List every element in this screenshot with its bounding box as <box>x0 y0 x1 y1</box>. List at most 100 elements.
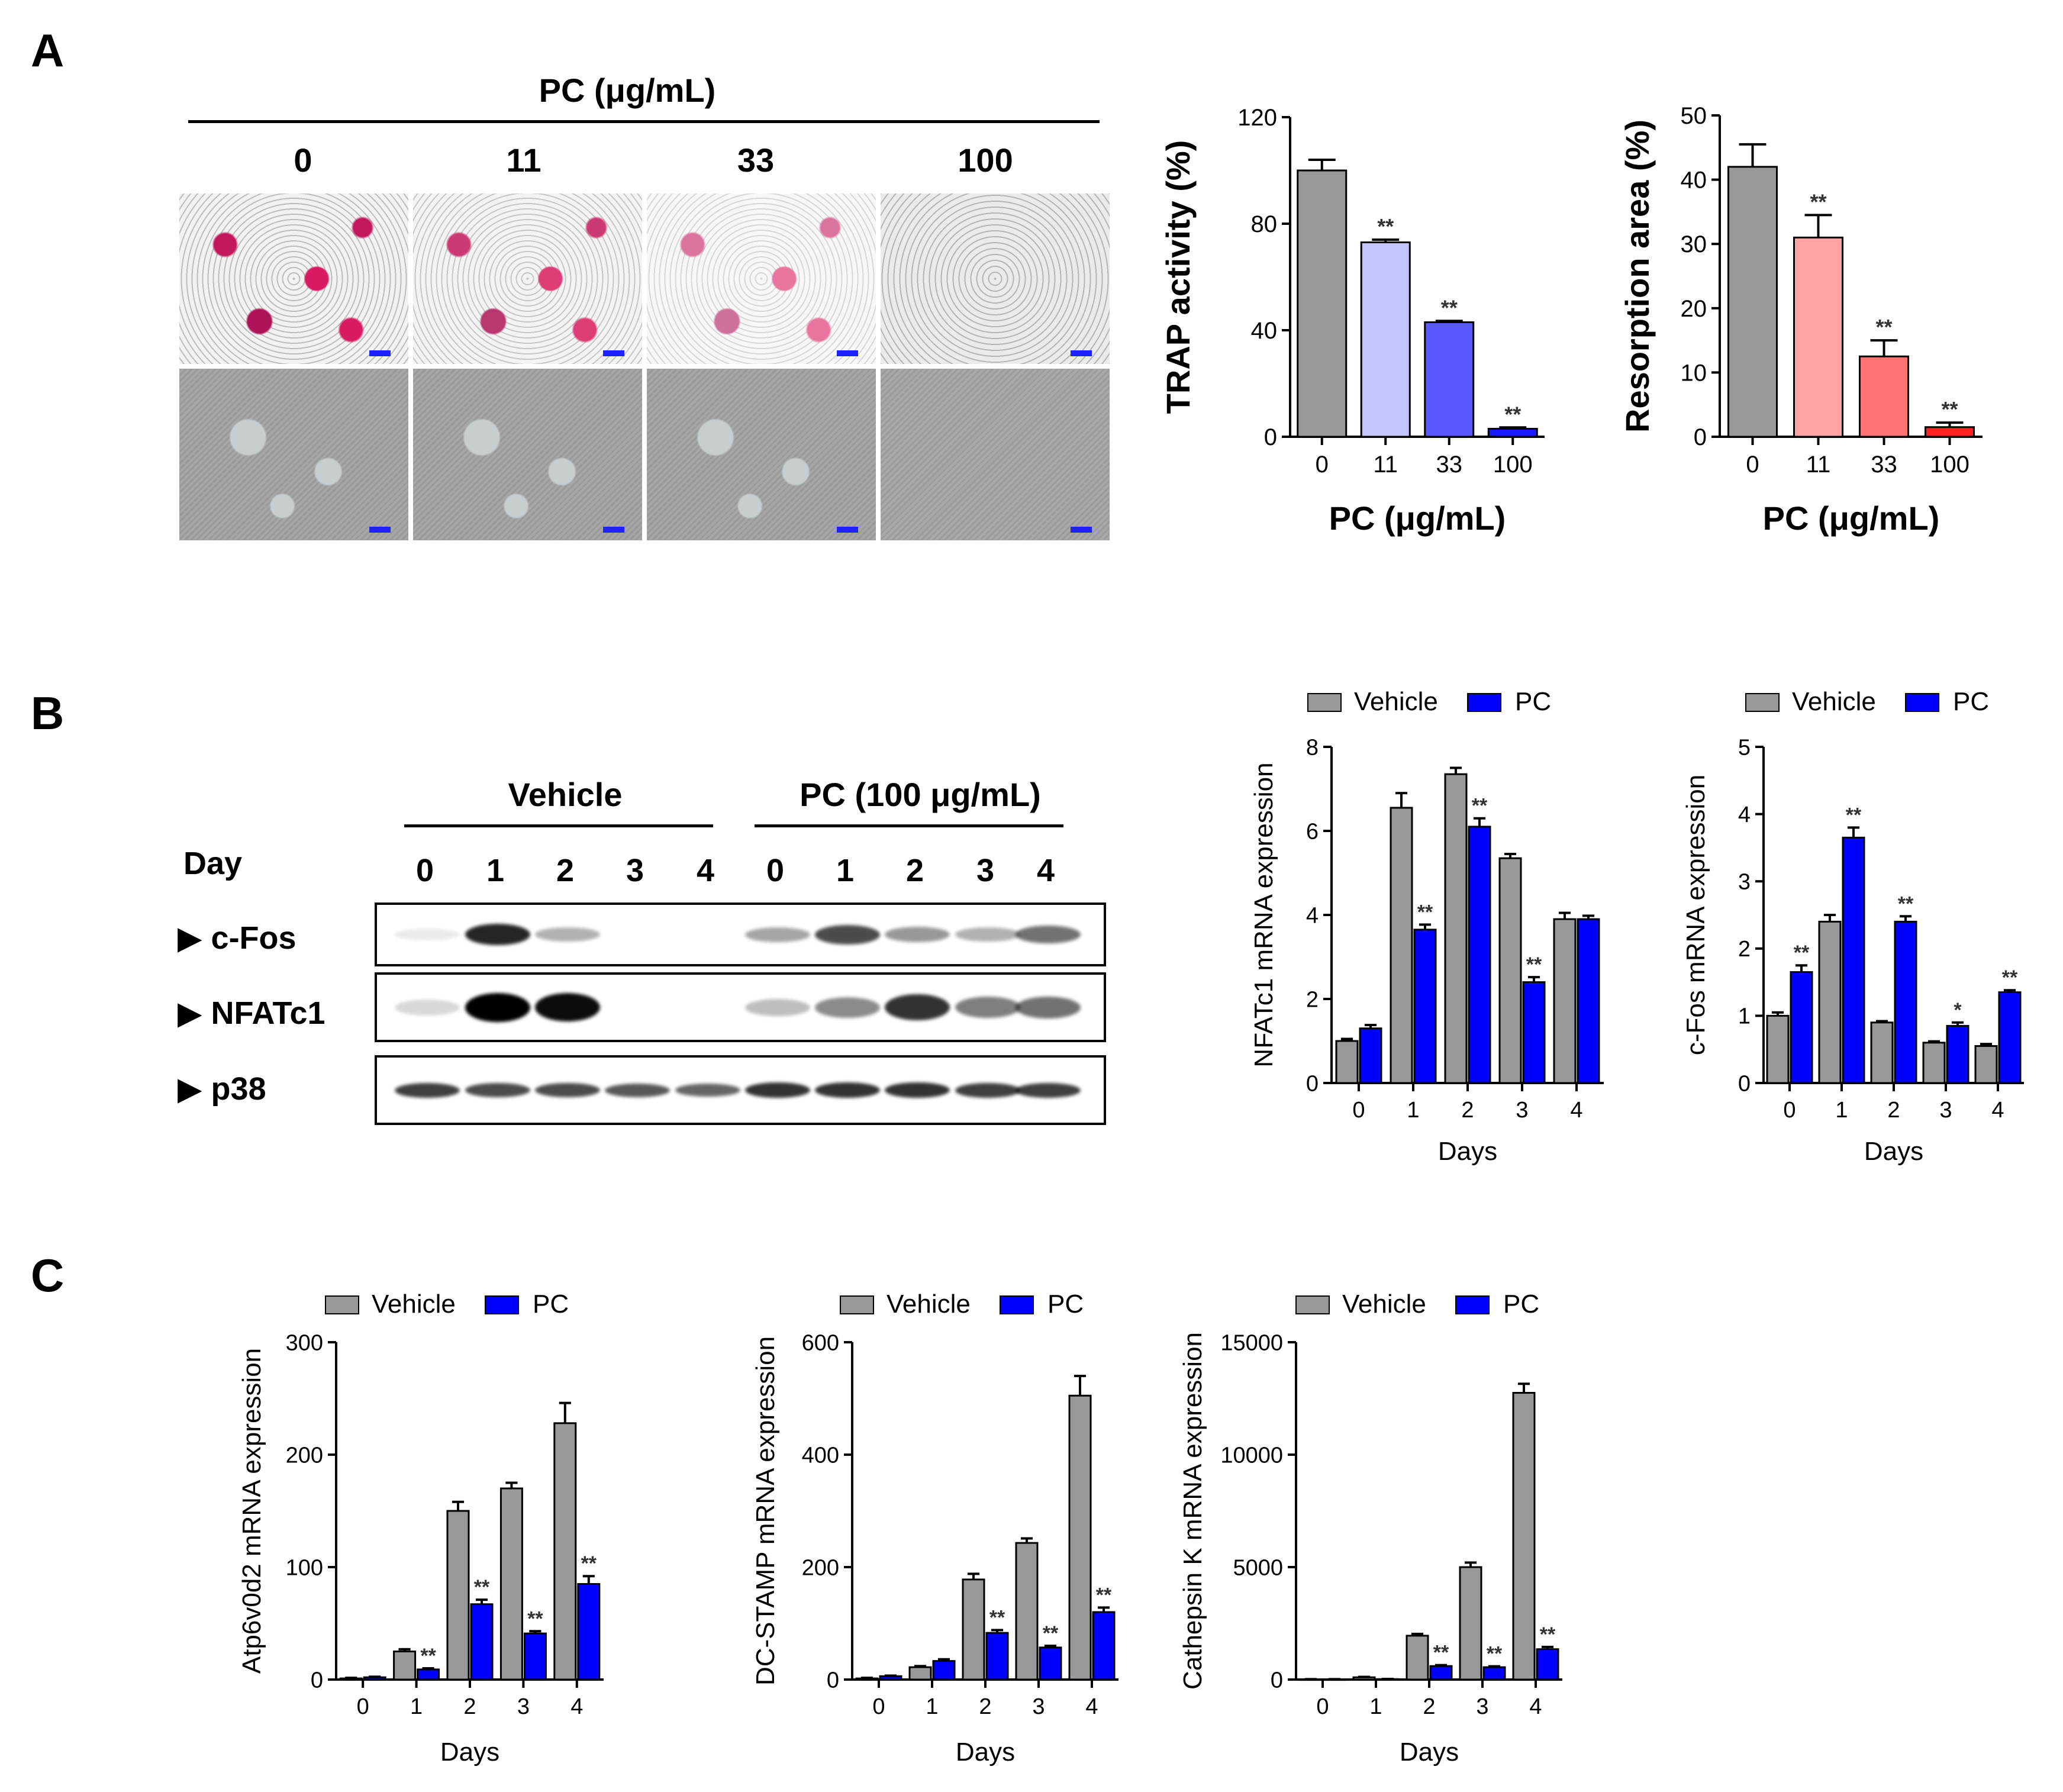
scale-bar <box>837 350 858 356</box>
y-tick-label: 120 <box>1237 105 1277 131</box>
significance-marker: ** <box>989 1606 1005 1629</box>
trap-stain-image-33 <box>647 194 876 364</box>
blot-nfatc1 <box>375 972 1106 1042</box>
bar <box>417 1668 440 1681</box>
significance-marker: ** <box>1487 1643 1503 1665</box>
x-tick-label: 3 <box>517 1694 530 1719</box>
blot-day-label: 1 <box>486 853 505 888</box>
x-axis-label: PC (μg/mL) <box>1329 499 1506 537</box>
bar <box>1974 1045 1998 1084</box>
bar <box>1482 1666 1506 1681</box>
bar <box>470 1603 494 1681</box>
arrow-marker-icon: ▶ <box>178 920 202 956</box>
dose-label-33: 33 <box>737 141 775 179</box>
bar <box>908 1666 932 1681</box>
dose-label-100: 100 <box>958 141 1013 179</box>
bar <box>932 1660 956 1681</box>
x-tick-label: 1 <box>1835 1098 1848 1123</box>
arrow-marker-icon: ▶ <box>178 1071 202 1107</box>
pc-dose-header: PC (μg/mL) <box>539 72 716 109</box>
x-tick-label: 0 <box>357 1694 369 1719</box>
x-tick-label: 0 <box>1352 1098 1365 1123</box>
bar <box>1922 1042 1946 1084</box>
blot-band <box>395 929 460 940</box>
blot-p38 <box>375 1055 1106 1125</box>
blot-day-label: 3 <box>626 853 644 888</box>
protein-name: NFATc1 <box>211 995 325 1031</box>
blot-day-label: 3 <box>976 853 995 888</box>
bar <box>1413 929 1437 1084</box>
protein-label-nfatc1: ▶ NFATc1 <box>178 994 325 1032</box>
x-tick-label: 2 <box>1887 1098 1900 1123</box>
y-tick-label: 80 <box>1251 211 1278 237</box>
blot-band <box>815 1082 880 1098</box>
y-tick-label: 3 <box>1738 870 1751 895</box>
significance-marker: ** <box>1875 315 1892 339</box>
y-tick-label: 40 <box>1681 167 1707 194</box>
legend-swatch-pc <box>1467 693 1501 712</box>
y-tick-label: 100 <box>286 1555 323 1580</box>
y-tick-label: 6 <box>1306 819 1319 844</box>
cathepsin-k-mrna-chart: 0 5000 10000 15000 0 1 2 3 4 Days Cathepsin K mRNA… <box>1178 1290 1562 1767</box>
scale-bar <box>837 527 858 533</box>
x-tick-label: 0 <box>872 1694 885 1719</box>
y-tick-label: 2 <box>1738 937 1751 962</box>
x-tick-label: 4 <box>1991 1098 2004 1123</box>
panel-label-b: B <box>31 687 65 739</box>
blot-band <box>745 927 810 942</box>
significance-marker: ** <box>1540 1623 1556 1646</box>
y-tick-label: 0 <box>1694 424 1707 450</box>
legend-swatch-pc <box>485 1295 519 1314</box>
y-tick-label: 0 <box>1306 1071 1319 1096</box>
significance-marker: ** <box>1417 901 1433 923</box>
blot-band <box>885 1082 950 1098</box>
scale-bar <box>603 350 624 356</box>
significance-marker: ** <box>474 1576 490 1598</box>
legend-label-vehicle: Vehicle <box>1792 687 1876 716</box>
bar <box>1390 807 1413 1084</box>
y-axis-label: Resorption area (%) <box>1619 120 1656 433</box>
significance-marker: ** <box>1526 953 1542 976</box>
pc-group-line <box>755 824 1063 827</box>
blot-band <box>955 1083 1020 1098</box>
y-tick-label: 4 <box>1306 903 1319 928</box>
y-tick-label: 4 <box>1738 802 1751 827</box>
bar <box>1536 1648 1559 1681</box>
x-tick-label: 0 <box>1783 1098 1796 1123</box>
blot-band <box>815 925 880 945</box>
x-tick-label: 33 <box>1436 452 1463 478</box>
bar <box>1487 428 1538 438</box>
legend-label-pc: PC <box>1953 687 1989 716</box>
bar <box>1068 1394 1092 1681</box>
bar <box>523 1632 547 1681</box>
scale-bar <box>603 527 624 533</box>
significance-marker: ** <box>1898 892 1914 915</box>
blot-band <box>745 1082 810 1098</box>
y-tick-label: 20 <box>1681 296 1707 322</box>
legend-swatch-pc <box>1905 693 1939 712</box>
protein-name: c-Fos <box>211 920 296 956</box>
bar <box>1376 1678 1400 1681</box>
arrow-marker-icon: ▶ <box>178 995 202 1031</box>
legend-label-pc: PC <box>533 1290 569 1319</box>
significance-marker: ** <box>581 1552 597 1575</box>
x-tick-label: 3 <box>1476 1694 1488 1719</box>
bar <box>577 1583 601 1681</box>
blot-band <box>535 1083 600 1097</box>
bar <box>1727 166 1778 438</box>
trap-activity-chart: 0 40 80 120 0 11 33 100 PC (μg/mL) TRAP activity … <box>1159 105 1545 537</box>
bar <box>1946 1024 1969 1084</box>
legend-label-vehicle: Vehicle <box>1354 687 1438 716</box>
significance-marker: ** <box>1043 1622 1059 1645</box>
legend-label-vehicle: Vehicle <box>372 1290 456 1319</box>
bar <box>1297 169 1348 438</box>
bar <box>1818 920 1842 1084</box>
y-axis-label: c-Fos mRNA expression <box>1681 775 1710 1055</box>
bar <box>553 1422 577 1681</box>
x-axis-label: Days <box>1864 1137 1923 1166</box>
legend-swatch-vehicle <box>1745 693 1780 712</box>
y-tick-label: 0 <box>1271 1668 1283 1693</box>
x-axis-label: PC (μg/mL) <box>1763 499 1940 537</box>
bar <box>1444 773 1468 1084</box>
y-tick-label: 1 <box>1738 1004 1751 1029</box>
